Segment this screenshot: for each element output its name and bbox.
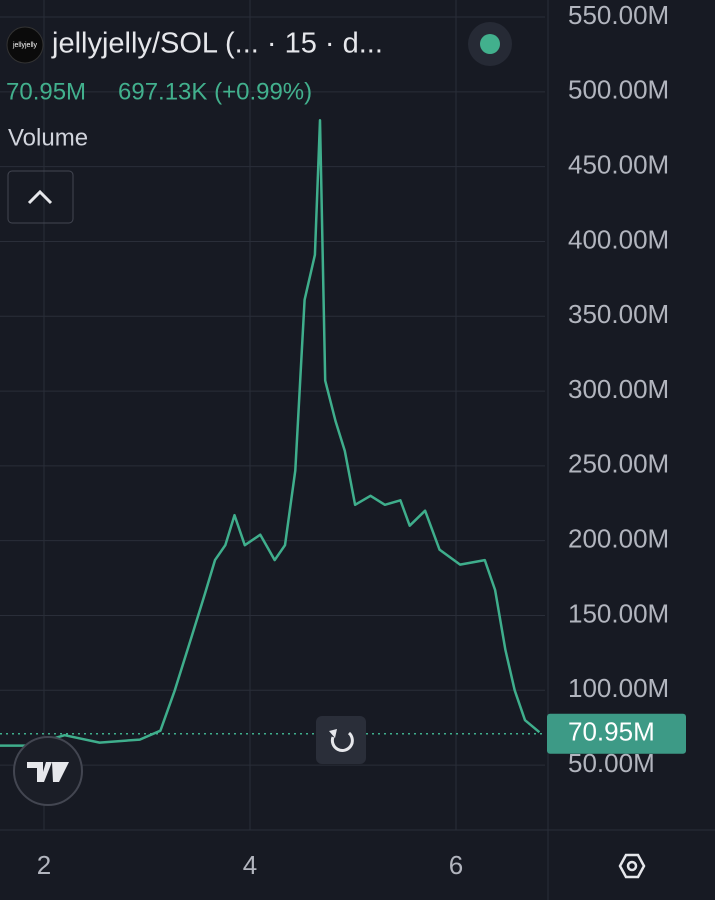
- y-tick-label: 250.00M: [568, 449, 669, 479]
- y-tick-label: 500.00M: [568, 75, 669, 105]
- price-line: [0, 119, 541, 747]
- settings-button[interactable]: [618, 853, 646, 879]
- y-tick-label: 450.00M: [568, 150, 669, 180]
- reset-arrow: [329, 729, 337, 738]
- last-price-axis-label: 70.95M: [568, 717, 655, 747]
- last-price: 70.95M: [6, 78, 86, 105]
- y-tick-label: 350.00M: [568, 299, 669, 329]
- collapse-button[interactable]: [7, 170, 74, 224]
- collapse-icon: [27, 189, 53, 205]
- last-price-badge: [547, 713, 686, 754]
- y-tick-label: 300.00M: [568, 374, 669, 404]
- indicator-label: Volume: [8, 124, 88, 151]
- y-tick-label: 100.00M: [568, 673, 669, 703]
- logo-text: jellyjelly: [12, 42, 38, 49]
- reset-icon: [330, 731, 354, 752]
- x-tick-label: 2: [37, 850, 51, 880]
- tv-logo: [27, 762, 69, 782]
- x-tick-label: 4: [243, 850, 257, 880]
- market-status: [480, 34, 500, 54]
- y-tick-label: 400.00M: [568, 224, 669, 254]
- symbol-title[interactable]: jellyjelly/SOL (... · 15 · d...: [51, 28, 383, 60]
- y-tick-label: 150.00M: [568, 598, 669, 628]
- price-change: 697.13K (+0.99%): [118, 78, 312, 105]
- x-tick-label: 6: [449, 850, 463, 880]
- y-tick-label: 550.00M: [568, 0, 669, 30]
- symbol-logo: [6, 26, 44, 64]
- settings-icon: [626, 860, 638, 872]
- y-tick-label: 200.00M: [568, 524, 669, 554]
- reset-button[interactable]: [316, 716, 366, 764]
